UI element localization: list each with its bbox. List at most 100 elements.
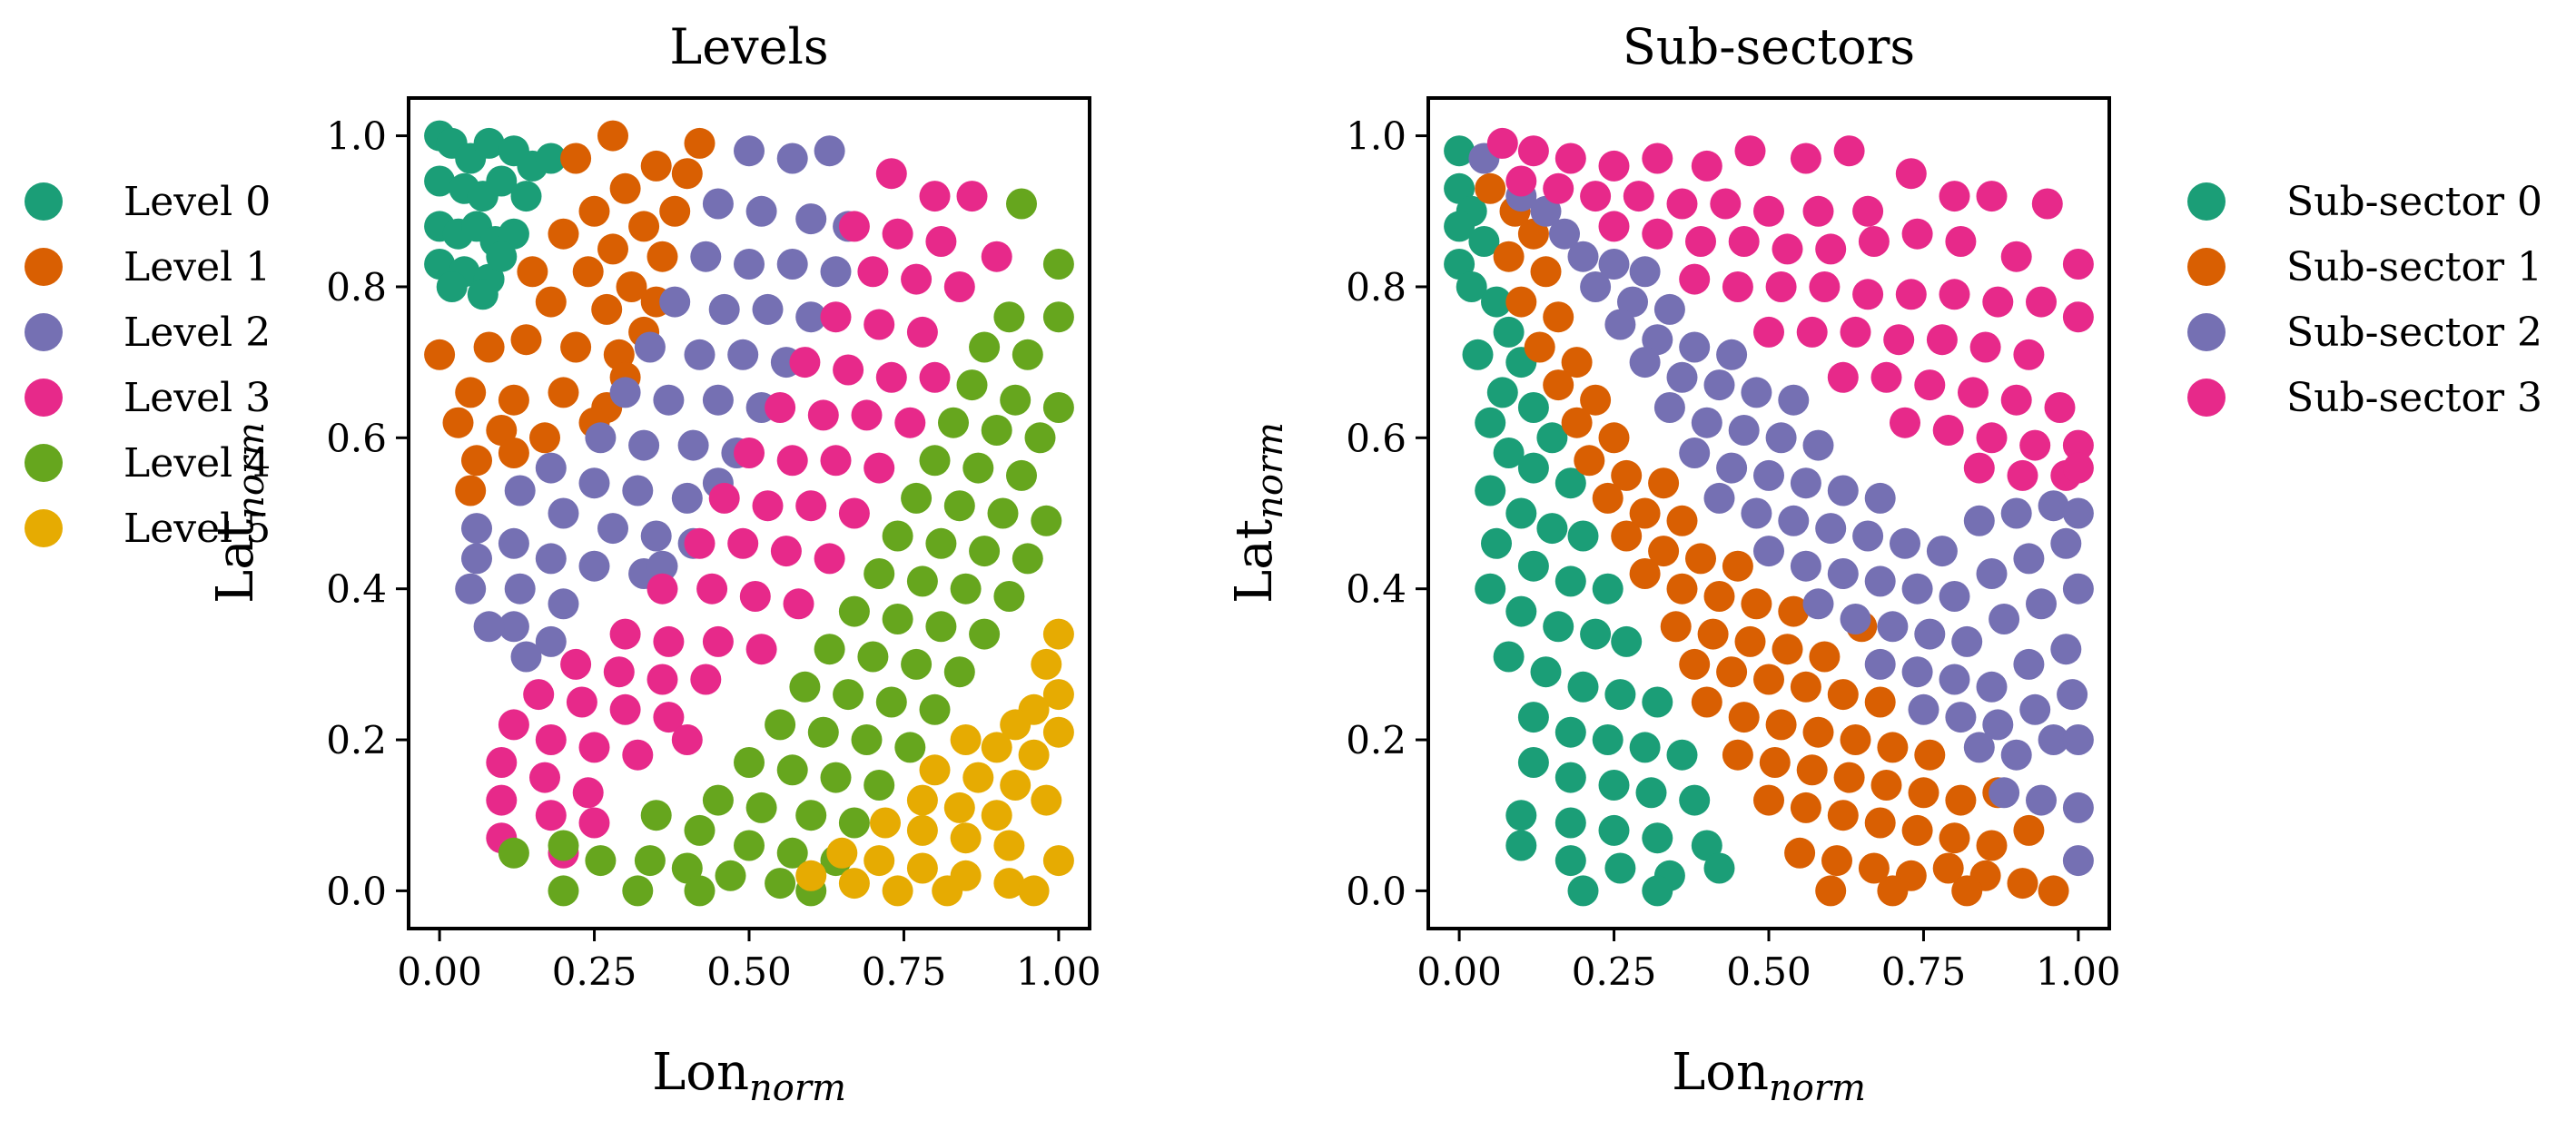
data-point-level-2	[671, 482, 703, 514]
data-point-sub-sector-2	[2038, 490, 2069, 522]
data-point-level-3	[943, 271, 975, 302]
data-point-level-1	[473, 331, 505, 363]
data-point-sub-sector-2	[1703, 482, 1735, 514]
data-point-level-0	[436, 271, 468, 302]
y-tick-label: 0.4	[326, 567, 387, 612]
data-point-sub-sector-3	[1815, 233, 1847, 265]
data-point-sub-sector-3	[1642, 143, 1673, 174]
data-point-sub-sector-2	[1951, 625, 1983, 657]
data-point-sub-sector-2	[1852, 520, 1884, 552]
data-point-sub-sector-2	[1778, 384, 1810, 416]
legend-label: Sub-sector 0	[2286, 179, 2542, 225]
data-point-sub-sector-2	[1679, 331, 1711, 363]
data-point-level-1	[424, 339, 456, 370]
data-point-sub-sector-3	[1505, 165, 1537, 197]
data-point-sub-sector-2	[1765, 422, 1797, 454]
data-point-level-4	[548, 875, 579, 907]
x-tick-label: 0.50	[1726, 949, 1811, 994]
data-point-level-1	[548, 218, 579, 250]
data-point-sub-sector-3	[1685, 226, 1716, 257]
data-point-level-4	[1006, 459, 1037, 491]
data-point-level-3	[795, 490, 827, 522]
data-point-level-2	[690, 241, 722, 272]
data-point-sub-sector-1	[1574, 445, 1605, 477]
legend-marker	[25, 509, 63, 547]
sub-sectors-y-label: Latnorm	[1225, 422, 1291, 604]
data-point-level-4	[684, 875, 716, 907]
sub-sectors-points	[1444, 127, 2094, 907]
data-point-level-3	[486, 747, 518, 778]
data-point-sub-sector-0	[1505, 497, 1537, 529]
data-point-sub-sector-0	[1493, 438, 1525, 468]
y-tick-label: 0.2	[326, 718, 387, 762]
data-point-sub-sector-3	[1833, 135, 1865, 167]
data-point-sub-sector-1	[1864, 807, 1896, 839]
data-point-sub-sector-3	[2007, 459, 2038, 491]
data-point-sub-sector-0	[1481, 527, 1512, 559]
data-point-level-4	[969, 331, 1001, 363]
data-point-level-2	[702, 384, 734, 416]
data-point-sub-sector-0	[1456, 271, 1487, 302]
data-point-level-4	[882, 604, 913, 634]
data-point-level-3	[739, 581, 771, 612]
data-point-level-3	[535, 800, 567, 831]
data-point-sub-sector-1	[1517, 218, 1549, 250]
sub-sectors-panel: Sub-sectors 0.00 0.25 0.50 0.75 1.00 0.00.20…	[1225, 18, 2542, 1109]
data-point-sub-sector-2	[2057, 679, 2088, 711]
data-point-level-4	[864, 770, 895, 801]
data-point-level-4	[1000, 384, 1031, 416]
data-point-sub-sector-2	[2038, 724, 2069, 755]
data-point-sub-sector-3	[2026, 286, 2057, 318]
data-point-level-2	[752, 293, 784, 325]
data-point-sub-sector-2	[1939, 664, 1970, 695]
data-point-sub-sector-1	[1666, 573, 1698, 605]
data-point-level-4	[882, 520, 913, 552]
data-point-level-2	[535, 452, 567, 484]
data-point-level-4	[807, 716, 839, 748]
data-point-level-1	[597, 233, 628, 265]
data-point-sub-sector-3	[2031, 188, 2063, 220]
data-point-sub-sector-3	[2062, 452, 2094, 484]
data-point-level-2	[734, 249, 765, 280]
data-point-sub-sector-0	[1505, 595, 1537, 627]
data-point-sub-sector-2	[1827, 475, 1859, 506]
data-point-sub-sector-2	[2062, 792, 2094, 823]
data-point-level-4	[864, 558, 895, 589]
data-point-sub-sector-2	[1877, 611, 1909, 643]
data-point-level-5	[993, 868, 1025, 900]
data-point-level-3	[864, 309, 895, 340]
data-point-level-3	[857, 256, 889, 288]
data-point-level-3	[901, 263, 933, 295]
data-point-sub-sector-3	[1796, 316, 1828, 348]
legend-label: Level 2	[123, 310, 271, 356]
data-point-level-2	[628, 429, 660, 461]
data-point-level-1	[628, 211, 660, 242]
data-point-level-0	[467, 279, 498, 310]
data-point-sub-sector-0	[1536, 513, 1568, 545]
data-point-level-3	[727, 527, 759, 559]
y-tick-label: 1.0	[326, 114, 387, 159]
data-point-sub-sector-0	[1517, 702, 1549, 733]
data-point-level-2	[498, 611, 529, 643]
data-point-level-4	[1031, 505, 1062, 536]
data-point-level-5	[950, 822, 982, 854]
data-point-sub-sector-0	[1554, 762, 1586, 793]
data-point-level-2	[535, 625, 567, 657]
legend-label: Sub-sector 3	[2286, 375, 2542, 421]
data-point-level-3	[498, 709, 529, 741]
data-point-sub-sector-3	[1580, 181, 1612, 212]
data-point-level-3	[851, 399, 883, 431]
data-point-sub-sector-2	[1691, 407, 1722, 438]
legend-marker	[2187, 379, 2226, 417]
data-point-level-3	[734, 438, 765, 468]
data-point-sub-sector-3	[1666, 188, 1698, 220]
data-point-sub-sector-2	[1989, 777, 2020, 809]
data-point-sub-sector-3	[2000, 384, 2032, 416]
data-point-sub-sector-1	[1939, 822, 1970, 854]
data-point-level-3	[653, 625, 685, 657]
data-point-sub-sector-1	[1728, 702, 1760, 733]
legend-label: Sub-sector 2	[2286, 310, 2542, 356]
data-point-level-1	[609, 172, 641, 204]
data-point-sub-sector-3	[1969, 331, 2001, 363]
data-point-sub-sector-2	[2050, 634, 2082, 665]
